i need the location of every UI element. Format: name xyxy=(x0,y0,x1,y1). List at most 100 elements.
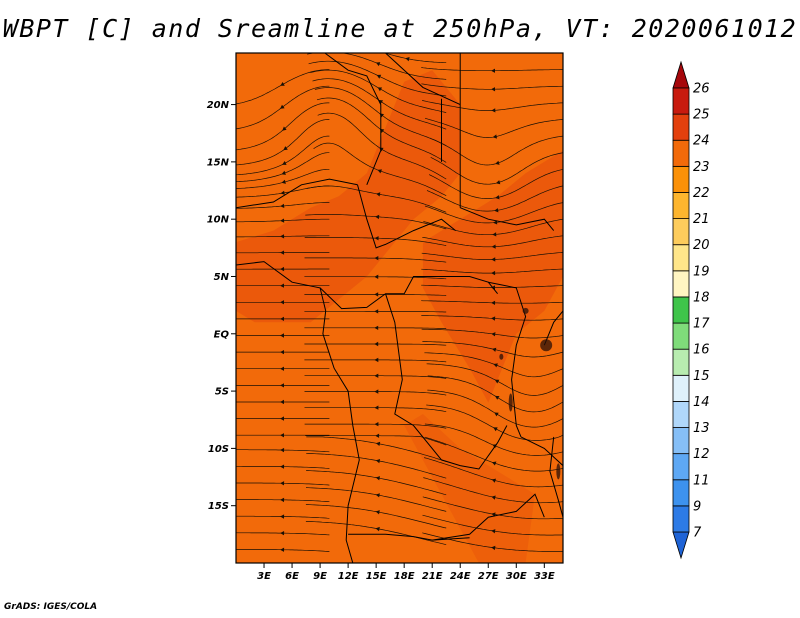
streamline-arrow xyxy=(491,300,496,305)
streamline-arrow xyxy=(280,383,284,388)
colorbar-segment xyxy=(672,453,690,481)
grads-credit: GrADS: IGES/COLA xyxy=(4,602,98,612)
streamline-arrow xyxy=(280,218,285,223)
streamline-arrow xyxy=(281,170,286,175)
streamline-arrow xyxy=(494,379,500,384)
colorbar-label: 13 xyxy=(693,421,710,436)
streamline-arrow xyxy=(374,357,379,363)
streamline-arrow xyxy=(280,366,284,371)
lat-tick-label: 5N xyxy=(214,272,230,283)
streamline-arrow xyxy=(374,405,379,410)
streamline-arrow xyxy=(375,459,381,464)
streamline-arrow xyxy=(375,493,380,498)
colorbar-segment xyxy=(672,244,690,272)
streamline-arrow xyxy=(280,300,284,305)
colorbar-label: 20 xyxy=(693,238,710,253)
streamline-arrow xyxy=(491,461,497,466)
streamline-arrow xyxy=(375,214,380,220)
lon-tick-label: 3E xyxy=(257,571,271,582)
colorbar-label: 26 xyxy=(693,82,710,97)
streamline-arrow xyxy=(491,495,496,500)
streamline-arrow xyxy=(374,341,379,347)
streamline-arrow xyxy=(280,416,284,421)
streamline-arrow xyxy=(375,476,380,481)
border-line xyxy=(549,436,563,518)
colorbar-segment xyxy=(672,87,690,115)
colorbar-segment xyxy=(672,165,690,193)
lon-tick-label: 18E xyxy=(394,571,415,582)
streamline-arrow xyxy=(280,283,284,288)
border-line xyxy=(319,276,498,310)
colorbar-label: 15 xyxy=(693,369,710,384)
lon-tick-label: 12E xyxy=(338,571,359,582)
streamline-arrow xyxy=(494,208,499,213)
colorbar-label: 23 xyxy=(693,160,710,175)
lat-tick-label: 15N xyxy=(207,157,230,168)
border-line xyxy=(543,310,563,346)
streamline-arrow xyxy=(491,68,495,73)
streamline-arrow xyxy=(280,497,285,503)
streamline-arrow xyxy=(405,57,410,62)
streamline-arrow xyxy=(281,179,286,184)
colorbar-segment xyxy=(672,139,690,167)
colorbar-label: 14 xyxy=(693,395,710,410)
border-line xyxy=(236,178,358,209)
streamline-arrow xyxy=(374,389,379,394)
streamline-arrow xyxy=(376,74,382,79)
colorbar-segment xyxy=(672,113,690,141)
streamline-arrow xyxy=(280,447,285,453)
streamline-arrow xyxy=(280,82,285,86)
streamline-arrow xyxy=(280,514,285,519)
lon-tick-label: 27E xyxy=(478,571,499,582)
streamline-arrow xyxy=(495,395,500,400)
streamline-arrow xyxy=(377,169,382,174)
lake xyxy=(540,339,553,352)
streamline-arrow xyxy=(280,250,285,255)
streamline-arrow xyxy=(491,529,496,534)
streamline-arrow xyxy=(280,481,285,486)
colorbar-segment xyxy=(672,427,690,455)
lon-tick-label: 30E xyxy=(506,571,527,582)
colorbar-label: 16 xyxy=(693,343,710,358)
warm-region xyxy=(404,414,535,563)
streamline-arrow xyxy=(375,526,380,532)
lon-tick-label: 24E xyxy=(450,571,471,582)
streamline-arrow xyxy=(280,547,285,552)
lat-tick-label: 15S xyxy=(208,501,229,512)
streamline-arrow xyxy=(375,510,380,515)
lon-tick-label: 33E xyxy=(534,571,555,582)
latitude-axis: 20N 15N 10N 5N EQ 5S 10S 15S xyxy=(207,100,236,512)
colorbar-label: 21 xyxy=(693,212,710,227)
streamline-arrow xyxy=(280,399,284,405)
lake xyxy=(499,353,504,360)
colorbar-segment xyxy=(672,505,690,533)
streamline-arrow xyxy=(280,433,284,438)
streamline-arrow xyxy=(280,266,285,272)
lon-tick-label: 21E xyxy=(422,571,443,582)
streamline-arrow xyxy=(492,134,497,139)
country-borders xyxy=(236,53,563,563)
colorbar-label: 9 xyxy=(693,499,701,514)
streamline-arrow xyxy=(282,161,287,165)
map-frame xyxy=(235,52,564,564)
streamline-arrow xyxy=(374,274,379,279)
colorbar-label: 19 xyxy=(693,264,710,279)
colorbar-segment xyxy=(672,60,690,89)
colorbar-segment xyxy=(672,296,690,324)
streamline-arrow xyxy=(495,160,500,165)
lat-tick-label: 5S xyxy=(215,387,229,398)
lon-tick-label: 6E xyxy=(285,571,299,582)
streamline-arrow xyxy=(491,478,496,483)
lon-tick-label: 9E xyxy=(313,571,327,582)
colorbar-segment xyxy=(672,348,690,376)
longitude-axis: 3E 6E 9E 12E 15E 18E 21E 24E 27E 30E 33E xyxy=(257,563,555,582)
lake xyxy=(508,393,513,412)
colorbar-segment xyxy=(672,192,690,219)
streamline-arrow xyxy=(375,62,381,67)
lake xyxy=(556,463,561,480)
border-line xyxy=(324,53,382,185)
border-line xyxy=(432,493,545,541)
lat-tick-label: 10S xyxy=(208,444,229,455)
streamline-arrow xyxy=(491,108,496,113)
